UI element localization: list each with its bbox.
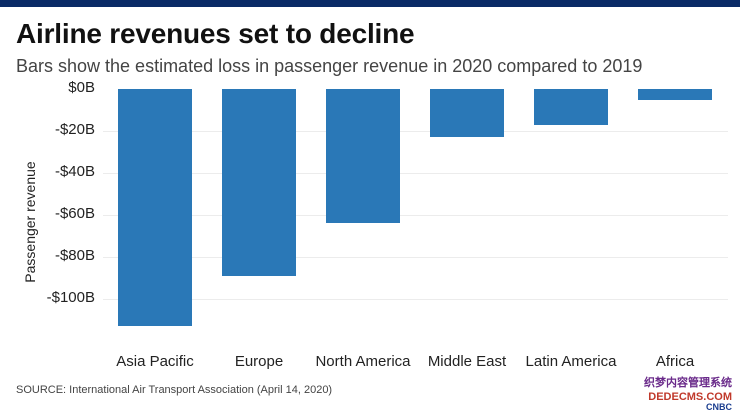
gridline: [103, 257, 728, 258]
watermark-text-cn: 织梦内容管理系统: [644, 377, 732, 389]
gridline: [103, 173, 728, 174]
bar-north-america: [326, 89, 400, 224]
cnbc-logo: CNBC: [706, 402, 732, 412]
bar-europe: [222, 89, 296, 276]
y-tick-label: -$60B: [54, 205, 95, 222]
y-tick-label: -$20B: [54, 121, 95, 138]
y-axis-label: Passenger revenue: [22, 161, 38, 283]
x-tick-label: Europe: [234, 353, 284, 370]
gridline: [103, 299, 728, 300]
bar-latin-america: [534, 89, 608, 125]
x-tick-label: Asia Pacific: [116, 353, 194, 370]
chart-subtitle: Bars show the estimated loss in passenge…: [16, 56, 643, 76]
bar-middle-east: [430, 89, 504, 138]
y-tick-label: -$80B: [54, 247, 95, 264]
bar-asia-pacific: [118, 89, 192, 327]
watermark-logo: 织梦内容管理系统 DEDECMS.COM CNBC: [612, 376, 732, 412]
source-note: SOURCE: International Air Transport Asso…: [16, 384, 333, 396]
chart-title: Airline revenues set to decline: [16, 18, 415, 49]
x-tick-label: Africa: [655, 353, 695, 370]
x-tick-label: Middle East: [427, 353, 507, 370]
x-tick-label: North America: [315, 353, 411, 370]
top-accent-bar: [0, 0, 740, 7]
y-tick-label: -$40B: [54, 163, 95, 180]
gridline: [103, 215, 728, 216]
watermark-text-site: DEDECMS.COM: [648, 391, 732, 403]
y-tick-label: -$100B: [46, 289, 95, 306]
bar-africa: [638, 89, 712, 100]
x-tick-label: Latin America: [525, 353, 617, 370]
gridline: [103, 131, 728, 132]
y-tick-label: $0B: [68, 79, 95, 96]
